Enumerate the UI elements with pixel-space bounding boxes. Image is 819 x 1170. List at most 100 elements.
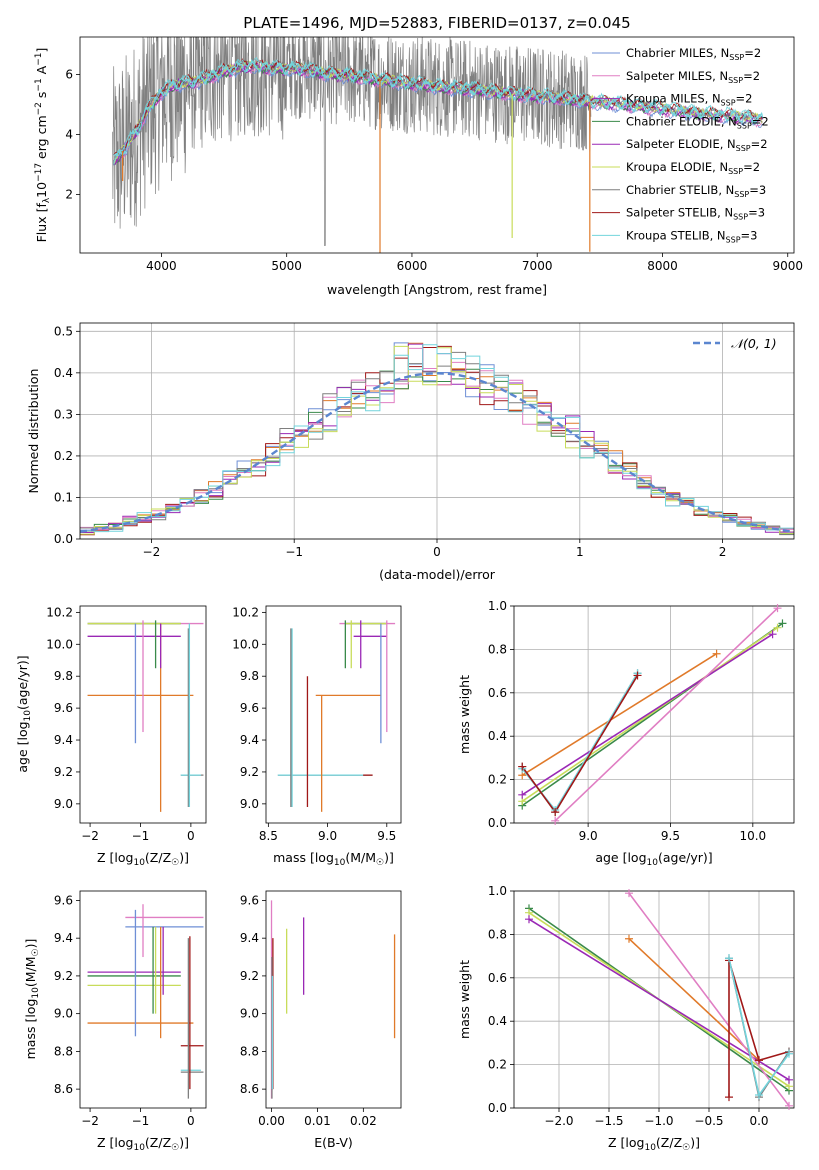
y-tick-label: 0.2 [488,773,507,787]
mass-vs-Z-panel-frame [79,890,207,1109]
mass-weight-age-panel-plot [521,607,783,822]
data-spectrum [112,37,592,246]
mass-vs-Z-panel-plot [87,904,204,1099]
y-tick-label: 10.0 [46,637,73,651]
x-tick-label: 9.0 [579,829,598,843]
histogram-ylabel: Normed distribution [26,369,41,494]
y-tick-label: 0.8 [488,642,507,656]
y-tick-label: 9.0 [54,1007,73,1021]
x-tick-label: 10.0 [739,829,766,843]
mass-weight-marker [768,630,777,639]
age-vs-Z-panel-xlabel: Z [log10(Z/Z☉)] [97,850,189,868]
x-tick-label: 0.00 [258,1114,285,1128]
x-tick-label: −1.0 [644,1114,673,1128]
histogram-panel-frame [79,322,795,540]
x-tick-label: 0.02 [350,1114,377,1128]
mass-weight-line [521,633,774,796]
histogram-panel: −2 −1 0 1 2 0.0 0.1 0.2 0.3 0.4 0.5 [54,322,795,559]
y-tick-label: 0.8 [488,927,507,941]
y-tick-label: 1.0 [488,599,507,613]
x-tick-label: 6000 [397,259,428,273]
mass-vs-Z-ylabel: mass [log10(M/M☉)] [23,939,41,1060]
legend-label: Kroupa MILES, NSSP=2 [626,92,752,108]
x-tick-label: 0 [187,1114,195,1128]
y-tick-label: 0.0 [488,816,507,830]
y-tick-label: 0.0 [54,532,73,546]
normal-reference-curve [80,372,794,533]
age-vs-mass-panel: 8.5 9.0 9.5 9.0 9.2 9.4 9.6 9.8 10.0 10.2 [232,605,402,843]
age-vs-mass-panel-xlabel: mass [log10(M/M☉)] [273,850,394,868]
mass-weight-Z-panel-frame [513,890,795,1109]
mass-weight-marker [551,816,560,825]
y-tick-label: 9.2 [240,765,259,779]
mass-weight-line [521,627,778,802]
x-tick-label: −0.5 [694,1114,723,1128]
x-tick-label: 2 [719,545,727,559]
y-tick-label: 1.0 [488,884,507,898]
mass-weight-age-panel-xlabel: age [log10(age/yr)] [595,850,712,868]
mass-vs-Z-panel-xlabel: Z [log10(Z/Z☉)] [97,1135,189,1153]
age-vs-mass-panel-plot [277,620,396,812]
x-tick-label: −2 [143,545,161,559]
age-vs-mass-panel-axes: 8.5 9.0 9.5 9.0 9.2 9.4 9.6 9.8 10.0 10.2 [232,605,402,843]
mass-weight-marker [518,762,527,771]
mass-weight-line [528,918,790,1081]
y-tick-label: 9.0 [240,1007,259,1021]
mass-weight-Z-panel: −2.0 −1.5 −1.0 −0.5 0.0 0.0 0.2 0.4 0.6 0.8 1.0 [488,884,795,1128]
y-tick-label: 8.6 [54,1082,73,1096]
age-vs-Z-panel-plot [87,620,204,812]
x-tick-label: 0.0 [749,1114,768,1128]
y-tick-label: 0.6 [488,686,507,700]
y-tick-label: 9.0 [240,797,259,811]
y-tick-label: 8.6 [240,1082,259,1096]
mass-weight-Z-panel-ylabel: mass weight [457,960,472,1039]
model-spectrum-line [113,60,763,164]
x-tick-label: −2 [81,1114,99,1128]
mass-weight-marker [785,1101,793,1110]
y-tick-label: 8.8 [54,1044,73,1058]
x-tick-label: 8.5 [259,829,278,843]
x-tick-label: 4000 [146,259,177,273]
mass-weight-Z-panel-grid [514,890,794,1109]
y-tick-label: 10.2 [46,605,73,619]
mass-vs-Z-panel-axes: −2 −1 0 8.6 8.8 9.0 9.2 9.4 9.6 [54,890,207,1128]
mass-weight-marker [755,1056,763,1065]
mass-weight-marker [625,934,633,943]
mass-weight-marker [755,1090,763,1099]
x-tick-label: 0.01 [304,1114,331,1128]
spectrum-panel: 4000 5000 6000 7000 8000 9000 2 4 6 [65,36,803,273]
y-tick-label: 0.4 [54,366,73,380]
mass-weight-marker [518,790,527,799]
y-tick-label: 9.2 [54,969,73,983]
spectrum-panel-axes: 4000 5000 6000 7000 8000 9000 2 4 6 [65,36,803,273]
y-tick-label: 9.8 [54,669,73,683]
legend-label: Kroupa STELIB, NSSP=3 [626,228,757,244]
y-tick-label: 0.4 [488,1014,507,1028]
mass-weight-Z-panel-plot [528,892,790,1107]
histogram-legend: 𝒩(0, 1) [693,336,777,351]
mass-vs-ebv-panel-plot [270,900,396,1099]
mass-weight-marker [625,889,633,898]
y-tick-label: 9.4 [240,931,259,945]
histogram-xlabel: (data-model)/error [379,567,496,582]
mass-weight-marker [551,808,560,817]
age-vs-mass-panel-frame [265,605,402,824]
spectrum-panel-plot [112,37,764,253]
mass-weight-line [521,674,639,814]
x-tick-label: 0 [433,545,441,559]
mass-vs-Z-panel: −2 −1 0 8.6 8.8 9.0 9.2 9.4 9.6 [54,890,207,1128]
y-tick-label: 0.2 [488,1058,507,1072]
x-tick-label: 0 [187,829,195,843]
y-tick-label: 9.2 [240,969,259,983]
y-tick-label: 9.4 [240,733,259,747]
legend-label: Salpeter ELODIE, NSSP=2 [626,137,768,153]
mass-weight-age-panel-grid [514,605,794,824]
histogram-panel-axes: −2 −1 0 1 2 0.0 0.1 0.2 0.3 0.4 0.5 [54,322,795,559]
y-tick-label: 8.8 [240,1044,259,1058]
spectrum-ylabel: Flux [fλ10−17 erg cm−2 s−1 A−1] [34,48,52,243]
y-tick-label: 9.2 [54,765,73,779]
mass-vs-ebv-panel-frame [265,890,402,1109]
x-tick-label: 9.0 [318,829,337,843]
y-tick-label: 2 [65,188,73,202]
